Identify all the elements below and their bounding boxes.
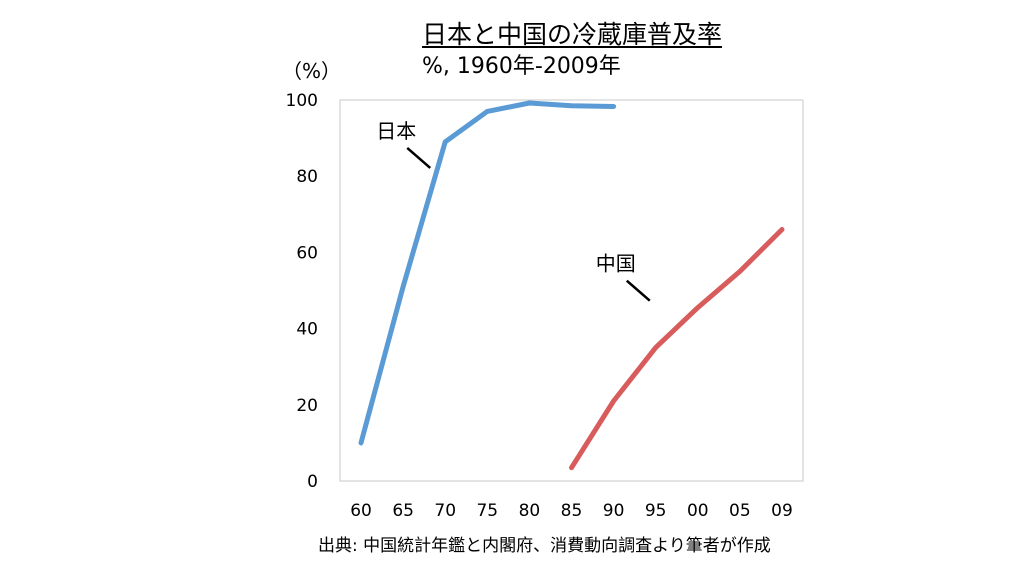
label-leader-line <box>625 279 651 302</box>
x-axis-ticks: 60 65 70 75 80 85 90 95 00 05 09 <box>350 501 793 521</box>
y-tick-label: 0 <box>307 472 318 492</box>
chart-title: 日本と中国の冷蔵庫普及率 <box>422 20 723 49</box>
x-tick-label: 00 <box>687 501 709 521</box>
label-leader-line <box>406 146 432 169</box>
series-line <box>569 227 785 471</box>
x-tick-label: 95 <box>645 501 667 521</box>
source-note: 出典: 中国統計年鑑と内閣府、消費動向調査より筆者が作成 <box>318 536 771 556</box>
x-tick-label: 09 <box>771 501 793 521</box>
x-tick-label: 75 <box>476 501 498 521</box>
y-tick-label: 100 <box>286 91 318 111</box>
x-tick-label: 60 <box>350 501 372 521</box>
y-tick-label: 60 <box>296 243 318 263</box>
x-tick-label: 85 <box>561 501 583 521</box>
y-tick-label: 80 <box>296 167 318 187</box>
x-tick-label: 05 <box>729 501 751 521</box>
series-lines <box>358 100 785 471</box>
series-label: 日本 <box>376 119 416 143</box>
chart-subtitle: %, 1960年-2009年 <box>422 54 621 79</box>
y-tick-label: 40 <box>296 320 318 340</box>
y-tick-label: 20 <box>296 396 318 416</box>
x-tick-label: 70 <box>434 501 456 521</box>
x-tick-label: 80 <box>519 501 541 521</box>
series-label: 中国 <box>596 252 636 276</box>
x-tick-label: 90 <box>603 501 625 521</box>
x-tick-label: 65 <box>392 501 414 521</box>
plot-area <box>339 99 804 482</box>
series-line <box>358 100 617 446</box>
y-axis-ticks: 0 20 40 60 80 100 <box>286 91 318 492</box>
y-axis-unit-label: （%） <box>282 59 342 83</box>
